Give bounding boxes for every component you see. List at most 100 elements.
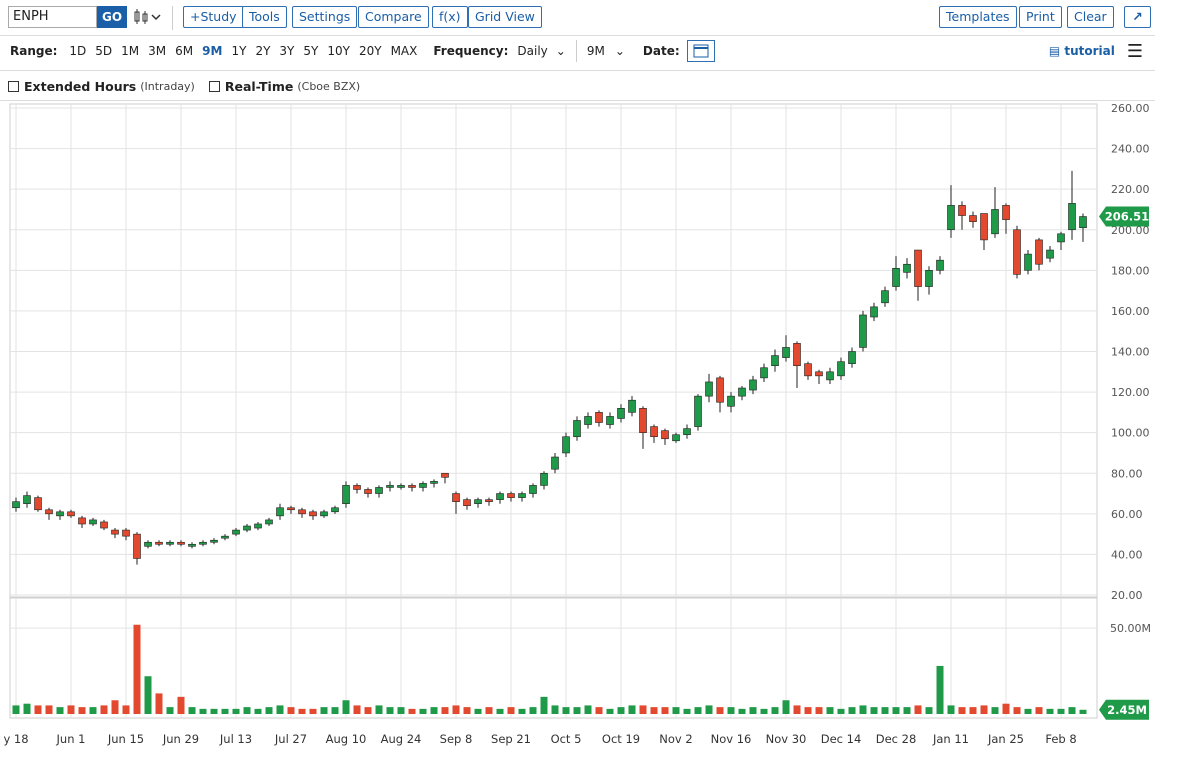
candle-body bbox=[562, 436, 570, 454]
volume-bar bbox=[1057, 708, 1065, 714]
candle-body bbox=[375, 487, 383, 494]
range-option[interactable]: 2Y bbox=[255, 44, 271, 58]
y-tick-label: 220.00 bbox=[1111, 183, 1150, 196]
y-tick-label: 260.00 bbox=[1111, 102, 1150, 115]
expand-button[interactable]: ↗ bbox=[1124, 6, 1151, 28]
candle-body bbox=[661, 430, 669, 440]
checkbox[interactable] bbox=[8, 80, 19, 92]
range-list: 1D 5D 1M 3M 6M 9M 1Y 2Y 3Y 5Y 10Y 20Y MAX bbox=[69, 44, 426, 58]
volume-bar bbox=[1013, 707, 1021, 714]
volume-bar bbox=[639, 705, 647, 714]
volume-bar bbox=[375, 705, 383, 714]
candle-body bbox=[210, 539, 218, 543]
y-tick-label: 180.00 bbox=[1111, 264, 1150, 277]
candle-body bbox=[485, 499, 493, 502]
option-checkbox[interactable]: Real-Time (Cboe BZX) bbox=[208, 78, 360, 94]
volume-bar bbox=[419, 708, 427, 714]
range-option[interactable]: 3Y bbox=[279, 44, 295, 58]
candle-body bbox=[628, 399, 636, 413]
toolbar-button[interactable]: Clear bbox=[1067, 6, 1114, 28]
candle-body bbox=[782, 347, 790, 358]
checkbox[interactable] bbox=[208, 80, 220, 92]
candle-body bbox=[694, 395, 702, 427]
chart-type-icon[interactable] bbox=[133, 9, 163, 27]
toolbar-button[interactable]: Settings bbox=[292, 6, 358, 28]
toolbar-button[interactable]: Print bbox=[1019, 6, 1062, 28]
volume-bar bbox=[826, 707, 834, 714]
candle-body bbox=[177, 541, 185, 545]
candle-body bbox=[573, 420, 581, 438]
candle-body bbox=[496, 493, 504, 500]
dropdown-arrow: ⌄ bbox=[614, 44, 625, 58]
tutorial-link[interactable]: ▤ tutorial bbox=[1048, 44, 1115, 58]
period-select[interactable]: 9M bbox=[586, 44, 605, 58]
volume-bar bbox=[837, 708, 845, 714]
candle-body bbox=[947, 205, 955, 231]
option-label: Real-Time bbox=[224, 78, 294, 94]
volume-bar bbox=[661, 707, 669, 714]
range-option[interactable]: 5D bbox=[95, 44, 113, 58]
range-option[interactable]: 10Y bbox=[327, 44, 350, 58]
candle-body bbox=[122, 529, 130, 537]
volume-bar bbox=[298, 708, 306, 714]
candle-body bbox=[892, 268, 900, 287]
candle-body bbox=[936, 259, 944, 271]
go-button[interactable]: GO bbox=[97, 6, 127, 28]
range-option[interactable]: 9M bbox=[202, 44, 223, 58]
range-option[interactable]: 1Y bbox=[231, 44, 247, 58]
range-option[interactable]: 20Y bbox=[358, 44, 382, 58]
candle-body bbox=[595, 412, 603, 423]
toolbar-button[interactable]: Templates bbox=[939, 6, 1017, 28]
candle-body bbox=[331, 507, 339, 513]
range-row: Range: 1D 5D 1M 3M 6M 9M 1Y 2Y 3Y 5Y 10Y 20Y MAX Fre… bbox=[0, 40, 1155, 62]
volume-bar bbox=[23, 703, 31, 714]
dropdown-arrow: ⌄ bbox=[555, 44, 566, 58]
x-tick-label: Nov 16 bbox=[711, 732, 752, 746]
volume-bar bbox=[1068, 707, 1076, 714]
candle-body bbox=[67, 511, 75, 517]
menu-button[interactable]: ☰ bbox=[1126, 40, 1143, 62]
x-tick-label: Jul 27 bbox=[274, 732, 307, 746]
candle-body bbox=[760, 367, 768, 379]
frequency-select[interactable]: Daily bbox=[517, 44, 548, 58]
volume-bar bbox=[34, 705, 42, 714]
toolbar-button[interactable]: Grid View bbox=[468, 6, 542, 28]
volume-bar bbox=[485, 707, 493, 714]
calendar-button[interactable] bbox=[686, 40, 715, 62]
volume-bar bbox=[881, 707, 889, 714]
toolbar-button[interactable]: f(x) bbox=[432, 6, 468, 28]
x-tick-label: Nov 30 bbox=[766, 732, 807, 746]
volume-bar bbox=[848, 707, 856, 714]
range-option[interactable]: MAX bbox=[390, 44, 418, 58]
option-checkbox[interactable]: Extended Hours (Intraday) bbox=[8, 79, 195, 94]
toolbar-button[interactable]: +Study bbox=[183, 6, 244, 28]
y-tick-label: 160.00 bbox=[1111, 305, 1150, 318]
volume-bar bbox=[507, 707, 515, 714]
tutorial-text[interactable]: tutorial bbox=[1064, 44, 1115, 58]
candle-body bbox=[1024, 253, 1032, 271]
x-tick-label: Sep 8 bbox=[440, 732, 473, 746]
candle-body bbox=[584, 416, 592, 425]
range-option[interactable]: 1M bbox=[121, 44, 140, 58]
candle-body bbox=[804, 363, 812, 377]
volume-bar bbox=[694, 707, 702, 714]
volume-bar bbox=[155, 693, 163, 714]
range-option[interactable]: 1D bbox=[69, 44, 87, 58]
toolbar-button[interactable]: Compare bbox=[358, 6, 429, 28]
volume-bar bbox=[254, 708, 262, 714]
volume-bar bbox=[551, 705, 559, 714]
candle-body bbox=[474, 499, 482, 504]
toolbar-button[interactable]: Tools bbox=[242, 6, 287, 28]
range-option[interactable]: 5Y bbox=[303, 44, 319, 58]
volume-bar bbox=[760, 708, 768, 714]
volume-bar bbox=[749, 707, 757, 714]
candle-body bbox=[34, 497, 42, 511]
range-label: Range: bbox=[10, 44, 58, 58]
range-option[interactable]: 3M bbox=[148, 44, 167, 58]
range-option[interactable]: 6M bbox=[175, 44, 194, 58]
divider bbox=[0, 100, 1155, 101]
volume-bar bbox=[45, 705, 53, 714]
symbol-input[interactable]: ENPH bbox=[8, 6, 97, 28]
y-tick-label: 200.00 bbox=[1111, 224, 1150, 237]
